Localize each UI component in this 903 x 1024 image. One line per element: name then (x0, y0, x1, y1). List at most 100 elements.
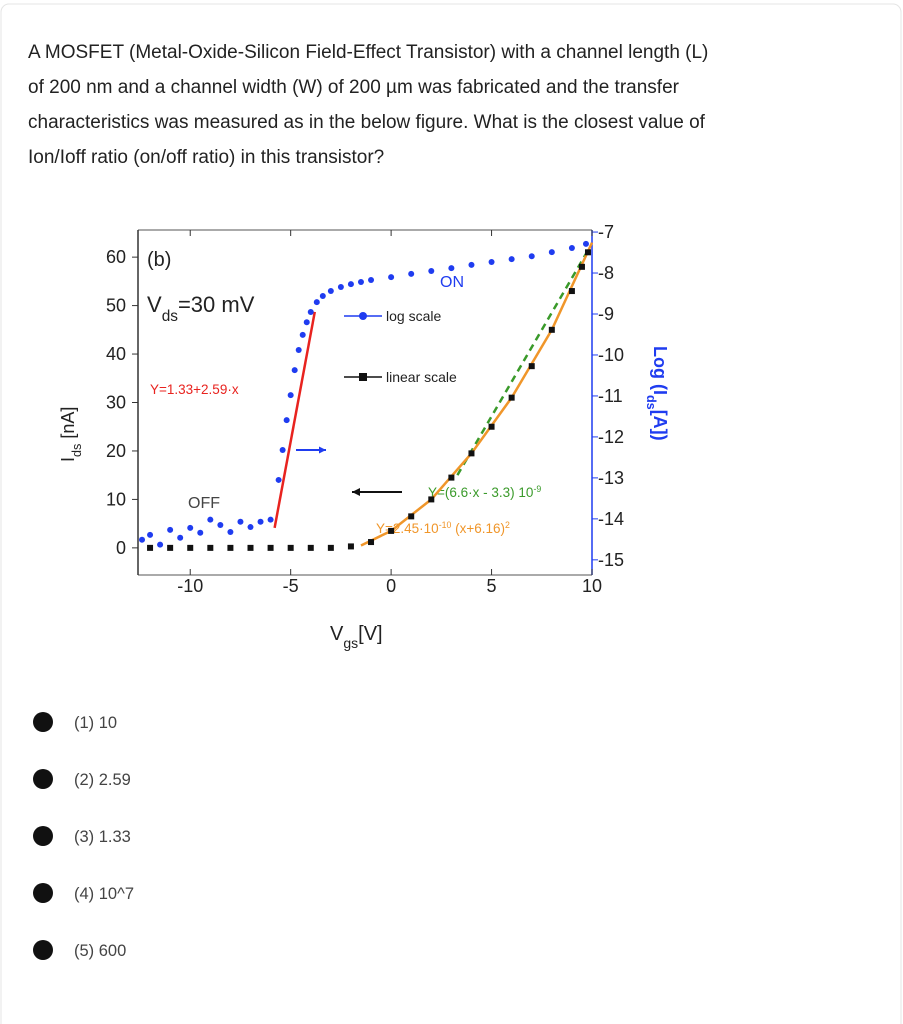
data-point (347, 543, 354, 550)
data-point (237, 518, 244, 525)
y2-tick-label: -12 (598, 427, 624, 447)
data-point (388, 527, 395, 534)
fit-label-part: -10 (439, 520, 452, 530)
data-point (257, 518, 264, 525)
data-point (299, 331, 306, 338)
data-point (307, 308, 314, 315)
vds-label-part: ds (162, 308, 179, 325)
y2-tick-label: -9 (598, 304, 614, 324)
fit-label: Y=2.45·10-10 (x+6.16)2 (376, 520, 510, 536)
legend-label: log scale (386, 308, 441, 324)
x-axis-label-part: gs (343, 635, 358, 651)
fit-label-part: 2 (505, 520, 510, 530)
data-point (217, 522, 224, 529)
data-point (508, 256, 515, 263)
fit-line (456, 249, 590, 476)
data-point (267, 516, 274, 523)
data-point (327, 288, 334, 295)
radio[interactable] (33, 826, 53, 846)
data-point (287, 544, 294, 551)
option-label: (4) 10^7 (74, 885, 134, 903)
data-point (347, 281, 354, 288)
data-point (408, 270, 415, 277)
y2-tick-label: -15 (598, 550, 624, 570)
legend-marker (359, 373, 367, 381)
y2-axis-label-part: Log (I (650, 346, 670, 395)
option-label: (3) 1.33 (74, 828, 131, 846)
x-axis-label: Vgs[V] (330, 623, 383, 651)
radio[interactable] (33, 712, 53, 732)
data-point (157, 541, 164, 548)
data-point (247, 524, 254, 531)
y2-tick-label: -14 (598, 509, 624, 529)
question-line: A MOSFET (Metal-Oxide-Silicon Field-Effe… (28, 42, 708, 63)
option-label: (5) 600 (74, 942, 126, 960)
y2-axis-label-part: ds (644, 395, 658, 410)
y-tick-label: 20 (106, 441, 126, 461)
question-line: of 200 nm and a channel width (W) of 200… (28, 77, 680, 98)
data-point (197, 529, 204, 536)
x-tick-label: 5 (487, 576, 497, 596)
fit-label-part: Y=1.33+2.59·x (150, 382, 239, 397)
data-point (307, 544, 314, 551)
y-tick-label: 10 (106, 489, 126, 509)
data-point (568, 245, 575, 252)
y-axis-label: Ids [nA] (58, 407, 84, 462)
x-tick-label: -10 (177, 576, 203, 596)
fit-label: Y=(6.6·x - 3.3) 10-9 (428, 484, 541, 500)
arrow-head (319, 446, 326, 454)
data-point (388, 274, 395, 281)
radio[interactable] (33, 769, 53, 789)
data-point (227, 544, 234, 551)
data-point (368, 539, 375, 546)
data-point (279, 447, 286, 454)
y-tick-label: 0 (116, 538, 126, 558)
y2-tick-label: -11 (598, 386, 623, 406)
y-tick-label: 40 (106, 344, 126, 364)
data-point (548, 326, 555, 333)
radio[interactable] (33, 883, 53, 903)
panel-label: (b) (147, 249, 171, 271)
y-axis-label-part: ds (70, 444, 84, 457)
data-point (428, 267, 435, 274)
data-point (187, 524, 194, 531)
x-tick-label: -5 (283, 576, 299, 596)
option-label: (1) 10 (74, 714, 117, 732)
data-point (207, 516, 214, 523)
data-point (177, 534, 184, 541)
y-axis-label-part: I (58, 457, 78, 462)
y2-tick-label: -7 (598, 222, 614, 242)
y2-tick-label: -8 (598, 263, 614, 283)
data-point (448, 474, 455, 481)
data-point (187, 544, 194, 551)
y-tick-label: 30 (106, 393, 126, 413)
x-tick-label: 0 (386, 576, 396, 596)
data-point (578, 263, 585, 270)
fit-label-part: Y=(6.6·x - 3.3) 10 (428, 485, 533, 500)
y2-tick-label: -10 (598, 345, 624, 365)
legend-marker (359, 312, 367, 320)
fit-label: Y=1.33+2.59·x (150, 382, 239, 397)
question-line: characteristics was measured as in the b… (28, 112, 706, 133)
x-tick-label: 10 (582, 576, 602, 596)
data-point (528, 363, 535, 370)
data-point (303, 319, 310, 326)
fit-line (273, 311, 317, 529)
data-point (448, 265, 455, 272)
y-axis-label-part: [nA] (58, 407, 78, 444)
data-point (295, 347, 302, 354)
x-axis-label-part: V (330, 623, 344, 645)
data-point (275, 476, 282, 483)
card (0, 3, 902, 1024)
data-point (313, 299, 320, 306)
figure: 0102030405060-15-14-13-12-11-10-9-8-7-10… (58, 222, 670, 651)
data-point (247, 544, 254, 551)
radio[interactable] (33, 940, 53, 960)
data-point (207, 544, 214, 551)
data-point (267, 544, 274, 551)
fit-label-part: (x+6.16) (451, 521, 505, 536)
data-point (167, 544, 174, 551)
arrow-head (352, 488, 360, 496)
fit-label-part: Y=2.45·10 (376, 521, 439, 536)
